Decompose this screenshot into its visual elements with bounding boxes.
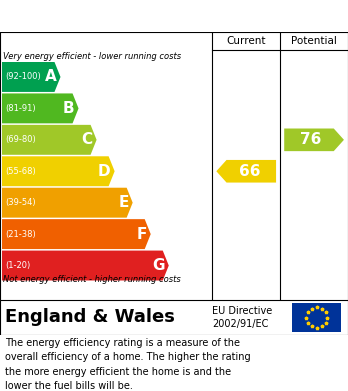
Text: Potential: Potential	[291, 36, 337, 46]
Text: Current: Current	[227, 36, 266, 46]
Polygon shape	[216, 160, 276, 183]
Text: England & Wales: England & Wales	[5, 308, 175, 326]
Text: The energy efficiency rating is a measure of the
overall efficiency of a home. T: The energy efficiency rating is a measur…	[5, 338, 251, 391]
Text: B: B	[63, 101, 74, 116]
Text: (21-38): (21-38)	[5, 230, 36, 239]
Text: (81-91): (81-91)	[5, 104, 35, 113]
Text: C: C	[81, 132, 93, 147]
Text: G: G	[152, 258, 165, 273]
Text: Not energy efficient - higher running costs: Not energy efficient - higher running co…	[3, 275, 181, 284]
Polygon shape	[2, 188, 133, 218]
Text: F: F	[136, 227, 147, 242]
Polygon shape	[284, 129, 344, 151]
Text: Very energy efficient - lower running costs: Very energy efficient - lower running co…	[3, 52, 181, 61]
Text: (55-68): (55-68)	[5, 167, 36, 176]
Text: 76: 76	[300, 132, 322, 147]
Polygon shape	[2, 219, 151, 249]
Text: D: D	[98, 164, 111, 179]
Polygon shape	[2, 125, 97, 155]
Text: 66: 66	[238, 164, 260, 179]
Text: A: A	[45, 70, 56, 84]
Text: (1-20): (1-20)	[5, 261, 30, 270]
Polygon shape	[2, 251, 169, 280]
Bar	[292, 303, 341, 332]
Text: 2002/91/EC: 2002/91/EC	[212, 319, 269, 329]
Text: (92-100): (92-100)	[5, 72, 41, 81]
Text: Energy Efficiency Rating: Energy Efficiency Rating	[10, 7, 239, 25]
Text: (69-80): (69-80)	[5, 135, 36, 144]
Polygon shape	[2, 62, 61, 92]
Text: EU Directive: EU Directive	[212, 306, 272, 316]
Text: (39-54): (39-54)	[5, 198, 35, 207]
Text: E: E	[118, 195, 129, 210]
Polygon shape	[2, 93, 79, 123]
Polygon shape	[2, 156, 114, 186]
